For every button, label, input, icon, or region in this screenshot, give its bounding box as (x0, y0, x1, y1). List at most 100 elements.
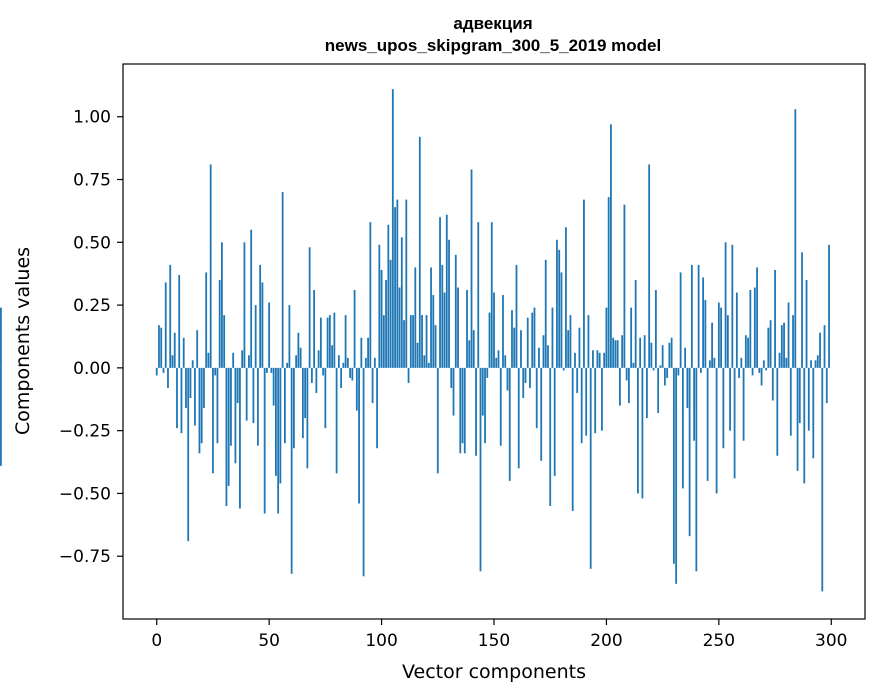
bar (358, 367, 360, 504)
bar (232, 352, 235, 368)
bar (630, 307, 633, 368)
bar (619, 367, 621, 406)
bar (693, 367, 696, 441)
bar (675, 367, 678, 584)
bar (173, 332, 176, 368)
bar (785, 357, 788, 368)
bar (612, 337, 615, 368)
bar (760, 367, 763, 386)
bar (774, 269, 776, 368)
bar (792, 315, 794, 368)
bar (704, 300, 707, 368)
bar (547, 345, 549, 368)
bar (702, 277, 705, 368)
bar (522, 367, 525, 399)
bar (751, 367, 754, 376)
bar (234, 367, 237, 464)
bar (252, 367, 255, 424)
bar (533, 307, 536, 368)
bar (333, 312, 336, 368)
bar (661, 345, 664, 368)
bar (576, 367, 579, 393)
bar (373, 357, 376, 368)
bar (479, 367, 482, 572)
y-ticks: −0.75 −0.50 −0.25 0.00 0.25 0.50 0.75 1.00 (59, 108, 123, 567)
bar (317, 350, 320, 368)
bar (715, 367, 718, 494)
bar (778, 352, 781, 368)
bar (430, 267, 432, 368)
bar (596, 350, 599, 368)
bar (162, 367, 165, 373)
bar (690, 264, 693, 368)
bar (819, 332, 821, 368)
bar (380, 269, 383, 368)
bar (342, 362, 345, 368)
bar (351, 367, 354, 381)
bar (346, 357, 349, 368)
bar (659, 365, 662, 368)
bar (286, 362, 289, 368)
bar (248, 355, 250, 368)
bar (506, 367, 509, 391)
bar (726, 315, 729, 368)
bar (706, 367, 709, 481)
bar (625, 367, 628, 381)
bar (405, 199, 408, 368)
bar (369, 222, 372, 368)
bar (607, 197, 610, 368)
bar (524, 367, 527, 383)
bar (187, 367, 190, 542)
bar (668, 342, 671, 368)
bar (322, 367, 325, 376)
bar (281, 192, 284, 368)
bar (787, 302, 790, 368)
bar (360, 337, 363, 368)
bar (780, 325, 783, 368)
bar (310, 367, 313, 383)
bar (643, 335, 646, 368)
bar (828, 244, 830, 368)
bar (520, 330, 522, 368)
bar (403, 320, 405, 368)
bar (205, 272, 208, 368)
chart-subtitle: news_upos_skipgram_300_5_2019 model (325, 36, 661, 55)
bar (290, 367, 293, 574)
bar (708, 360, 711, 368)
bar (731, 244, 734, 368)
bar (259, 264, 262, 368)
bar (637, 367, 639, 494)
bar (499, 367, 502, 446)
bar (571, 367, 574, 512)
bar (587, 315, 590, 368)
bar (216, 367, 219, 444)
bar (738, 367, 740, 378)
bar (686, 367, 689, 409)
bar (203, 367, 205, 409)
bar (535, 367, 538, 429)
bar (517, 367, 520, 469)
bar (301, 367, 304, 439)
bar (378, 244, 381, 368)
bar (497, 350, 500, 368)
bar (268, 302, 271, 368)
y-axis-label: Components values (12, 247, 34, 435)
bar (735, 292, 738, 368)
bar (396, 199, 399, 368)
bar (470, 169, 473, 368)
bar (538, 347, 540, 368)
bar (616, 340, 619, 368)
bar (308, 247, 311, 368)
bar (621, 335, 624, 368)
bar (398, 287, 401, 368)
bar (488, 312, 491, 368)
bar (632, 362, 635, 368)
bar (335, 367, 338, 474)
bar (468, 340, 471, 368)
bar (646, 367, 648, 419)
bar (502, 295, 504, 368)
bar (218, 279, 221, 368)
bar (270, 367, 273, 373)
bar (245, 367, 248, 421)
bar (306, 367, 309, 469)
